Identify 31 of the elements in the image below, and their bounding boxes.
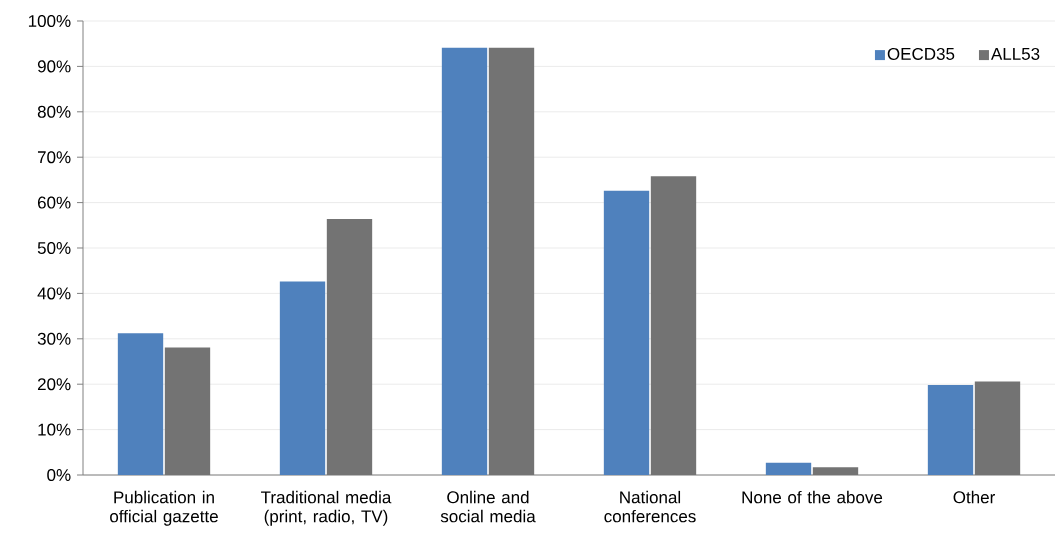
bar xyxy=(117,333,164,475)
y-tick-label: 90% xyxy=(37,60,71,73)
bar xyxy=(164,347,211,475)
bar xyxy=(765,462,812,475)
y-tick-label: 10% xyxy=(38,423,71,436)
x-tick-label: Traditional media (print, radio, TV) xyxy=(261,490,392,526)
y-tick-label: 60% xyxy=(37,196,71,209)
x-tick-label: Online and social media xyxy=(440,490,536,523)
y-tick-label: 100% xyxy=(28,14,71,28)
bar xyxy=(279,281,326,475)
y-tick-label: 30% xyxy=(37,332,71,345)
y-tick-label: 50% xyxy=(37,241,71,255)
x-tick-label: Other xyxy=(953,490,995,504)
x-tick-label: Publication in official gazette xyxy=(110,490,218,526)
bar xyxy=(488,47,535,475)
y-tick-label: 80% xyxy=(37,105,71,118)
y-tick-label: 70% xyxy=(37,151,71,164)
bar xyxy=(603,190,650,475)
bar xyxy=(650,176,697,475)
bar xyxy=(326,218,373,475)
bar xyxy=(812,467,859,475)
y-tick-label: 20% xyxy=(37,378,71,391)
x-tick-label: National conferences xyxy=(604,490,696,523)
x-tick-label: None of the above xyxy=(742,490,883,504)
bar xyxy=(441,47,488,475)
legend-label: ALL53 xyxy=(990,47,1040,60)
bar xyxy=(927,385,974,475)
y-tick-label: 0% xyxy=(47,468,71,482)
y-tick-label: 40% xyxy=(37,287,71,300)
bar xyxy=(974,381,1021,475)
legend-label: OECD35 xyxy=(887,47,955,60)
